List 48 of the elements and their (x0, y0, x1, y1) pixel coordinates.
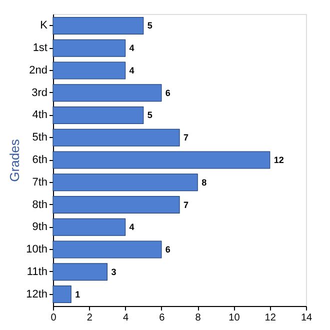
x-tick-label: 2 (86, 312, 93, 324)
x-tick-label: 12 (264, 312, 276, 324)
bar (52, 218, 126, 236)
y-tick-label: 7th (32, 176, 48, 188)
data-label: 6 (165, 244, 170, 254)
data-label: 1 (75, 289, 80, 300)
bar (52, 62, 126, 80)
y-tick-label: 6th (32, 154, 48, 166)
y-tick-label: 5th (32, 132, 48, 144)
bar (52, 240, 162, 258)
y-tick-label: 1st (32, 42, 48, 54)
y-tick-label: 11th (26, 266, 48, 278)
data-label: 4 (129, 222, 134, 232)
y-axis-title: Grades (7, 138, 22, 182)
data-label: 4 (129, 66, 134, 76)
bar (52, 286, 72, 303)
data-label: 12 (274, 155, 284, 165)
y-tick-label: 9th (32, 221, 48, 234)
x-tick-label: 10 (228, 312, 240, 324)
data-label: 7 (184, 200, 189, 210)
y-tick-label: 4th (32, 109, 48, 122)
y-tick-label: 3rd (32, 86, 48, 99)
data-label: 7 (184, 132, 189, 143)
data-label: 5 (147, 110, 152, 120)
y-tick-label: K (40, 20, 48, 32)
y-tick-label: 2nd (29, 64, 48, 76)
bar (52, 196, 180, 214)
bar (52, 263, 108, 281)
bar (52, 128, 180, 146)
bar (52, 174, 198, 192)
bar (52, 39, 126, 57)
x-tick-label: 6 (159, 312, 166, 324)
bar (52, 17, 144, 34)
bar (52, 106, 144, 124)
y-tick-label: 12th (26, 288, 48, 300)
x-tick-label: 4 (123, 312, 130, 324)
data-label: 5 (147, 20, 152, 31)
x-tick-label: 14 (300, 312, 312, 324)
bar (52, 151, 270, 169)
data-label: 6 (165, 88, 170, 98)
data-label: 8 (202, 177, 207, 188)
x-tick-label: 8 (195, 312, 202, 324)
x-tick-label: 0 (50, 312, 57, 324)
y-tick-label: 10th (26, 244, 48, 256)
y-tick-label: 8th (32, 198, 48, 211)
bar (52, 84, 162, 102)
data-label: 3 (111, 266, 116, 277)
data-label: 4 (129, 43, 134, 54)
